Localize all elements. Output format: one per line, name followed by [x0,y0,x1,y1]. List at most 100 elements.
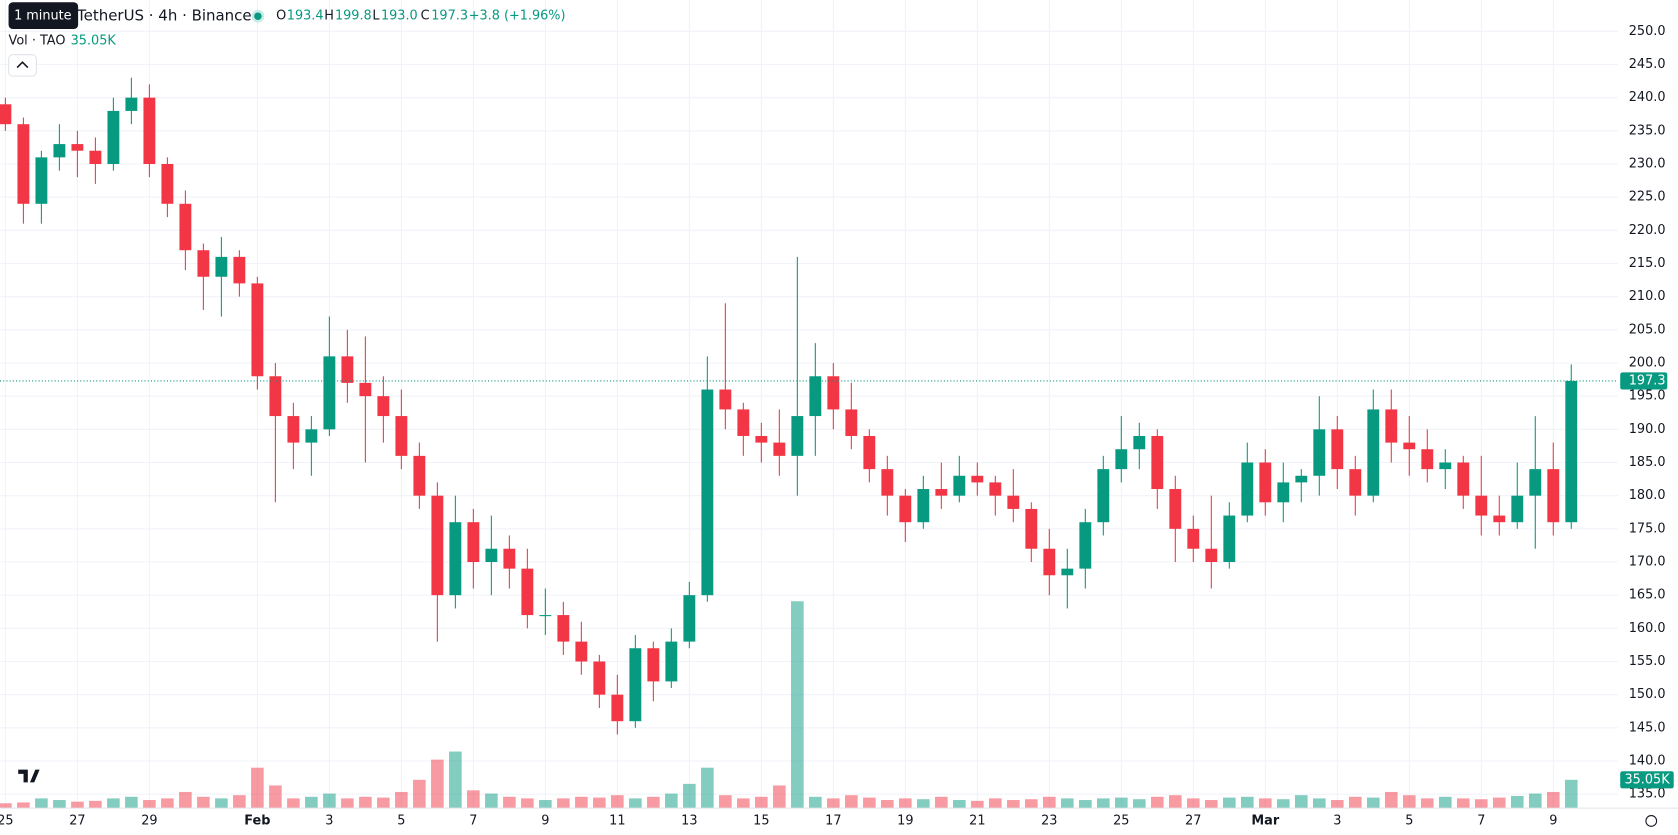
volume-bar [1079,800,1092,809]
volume-bar [953,800,966,809]
volume-bar [323,793,336,809]
volume-bar [629,798,642,809]
candle-body [53,144,66,158]
candle-body [467,522,480,563]
volume-bar [1133,799,1146,809]
candle-body [1349,469,1362,496]
volume-bar [143,800,156,809]
candle-body [89,150,102,164]
candle-body [1313,429,1326,476]
candle-body [791,416,804,456]
candle-body [665,641,678,682]
x-tick-label: 3 [325,813,333,828]
volume-bar [0,803,12,809]
volume-bar [485,793,498,809]
candle-body [1385,409,1398,443]
y-tick-label: 150.0 [1629,687,1666,702]
y-tick-label: 165.0 [1629,588,1666,603]
price-label: 197.3 [1629,373,1666,388]
candle-body [1169,489,1182,529]
volume-bar [917,799,930,809]
candle-body [845,409,858,436]
volume-bar [1366,797,1380,809]
volume-label-bg [1620,771,1674,789]
volume-bar [1474,799,1488,809]
volume-label: 35.05K [1624,772,1670,787]
candle-body [917,489,930,523]
settings-icon[interactable] [1645,815,1658,827]
candle-body [1007,495,1020,509]
volume-bar [107,798,120,809]
candle-body [179,203,192,251]
volume-bar [863,797,876,809]
y-tick-label: 195.0 [1629,389,1666,404]
candle-body [1421,449,1434,470]
l-value: 193.0 [381,9,418,24]
o-value: 193.4 [287,9,324,24]
candle-body [71,144,84,151]
x-tick-label: 9 [541,813,549,828]
volume-bar [809,796,822,809]
y-tick-label: 135.0 [1629,787,1666,802]
candle-body [1493,515,1506,523]
x-tick-label: 21 [969,813,985,828]
y-tick-label: 155.0 [1629,654,1666,669]
volume-bar [269,785,282,809]
volume-bar [1546,791,1560,809]
candle-body [1061,568,1074,576]
y-tick-label: 160.0 [1629,621,1666,636]
l-label: L [372,9,380,24]
x-tick-label: 25 [0,813,14,828]
volume-bar [575,796,588,809]
candle-body [395,416,408,456]
candle-body [143,97,156,164]
candle-body [1205,548,1218,563]
volume-bar [827,798,840,809]
volume-bar [1025,799,1038,809]
volume-bar [521,798,534,809]
volume-bar [971,800,984,809]
tooltip-text: 1 minute [14,9,72,24]
volume-bar [557,798,570,809]
y-tick-label: 170.0 [1629,555,1666,570]
y-tick-label: 140.0 [1629,754,1666,769]
candle-body [827,376,840,410]
volume-bar [1187,798,1200,809]
candle-body [863,435,876,470]
x-tick-label: 5 [397,813,405,828]
volume-bar [647,796,660,809]
volume-bar [35,798,48,809]
volume-bar [989,798,1002,809]
y-tick-label: 250.0 [1629,24,1666,39]
volume-bar [755,796,768,809]
y-tick-label: 245.0 [1629,57,1666,72]
candle-body [1367,409,1380,496]
collapse-button[interactable] [8,54,37,77]
candle-body [1277,482,1290,503]
volume-bar [215,798,228,809]
logo[interactable] [18,769,40,783]
y-tick-label: 215.0 [1629,256,1666,271]
volume-bar [1043,796,1056,809]
y-tick-label: 210.0 [1629,289,1666,304]
tooltip [8,2,79,30]
candle-body [1259,462,1272,503]
volume-bar [611,795,624,809]
x-tick-label: 27 [69,813,85,828]
volume-bar [1510,795,1524,809]
candle-body [809,376,822,417]
candle-body [575,641,588,662]
candle-body [629,648,642,722]
candle-body [539,615,552,617]
volume-bar [341,798,354,809]
volume-title: Vol · TAO [9,33,66,48]
candle-body [341,356,354,383]
x-tick-label: 7 [469,813,477,828]
volume-bar [1115,797,1128,809]
volume-bar [1348,796,1362,809]
volume-bar [593,797,606,809]
x-tick-label: 7 [1477,813,1485,828]
candle-body [377,396,390,417]
x-tick-label: 13 [681,813,697,828]
c-value: 197.3 [431,9,468,24]
